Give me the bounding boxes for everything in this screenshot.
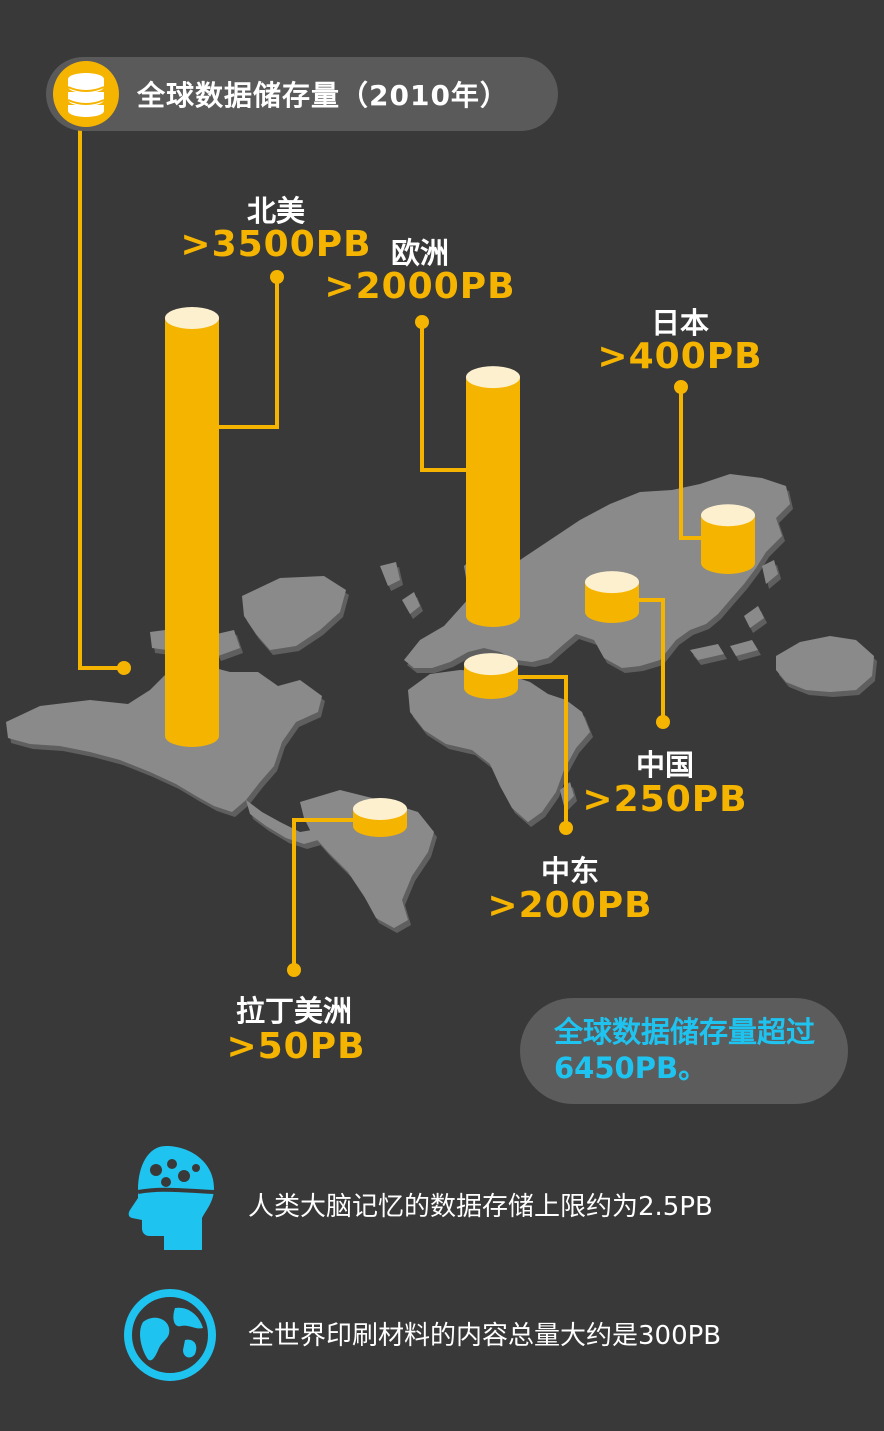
bar-2 (701, 504, 755, 574)
bar-5 (353, 798, 407, 837)
leader-line-4 (517, 675, 568, 828)
bar-4 (464, 653, 518, 699)
summary-box (520, 998, 848, 1104)
leader-lines (219, 277, 702, 970)
brain-head-icon (118, 1144, 218, 1258)
summary-text: 全球数据储存量超过6450PB。 (554, 1015, 816, 1085)
fact-brain: 人类大脑记忆的数据存储上限约为2.5PB (248, 1192, 713, 1222)
leader-dot-1 (415, 315, 429, 329)
title-leader-line (78, 120, 124, 670)
leader-line-5 (292, 818, 353, 970)
leader-dot-5 (287, 963, 301, 977)
region-label-4: 中东 (540, 854, 600, 888)
title-leader-dot (117, 661, 131, 675)
leader-line-1 (420, 322, 466, 472)
region-label-5: 拉丁美洲 (235, 994, 353, 1028)
leader-dot-2 (674, 380, 688, 394)
globe-icon (123, 1288, 217, 1386)
leader-dot-0 (270, 270, 284, 284)
region-value-3: >250PB (582, 779, 748, 820)
region-label-1: 欧洲 (390, 236, 450, 270)
leader-dot-4 (559, 821, 573, 835)
region-value-5: >50PB (226, 1026, 366, 1067)
page-title: 全球数据储存量（2010年） (137, 79, 509, 112)
leader-line-0 (219, 277, 279, 429)
region-label-3: 中国 (635, 748, 695, 782)
bar-3 (585, 571, 639, 623)
bar-0 (165, 307, 219, 747)
leader-line-3 (638, 598, 665, 722)
title-banner (46, 57, 558, 131)
fact-print: 全世界印刷材料的内容总量大约是300PB (248, 1321, 722, 1351)
region-label-2: 日本 (650, 306, 710, 340)
bars (165, 307, 755, 837)
region-value-1: >2000PB (324, 266, 516, 307)
region-value-4: >200PB (487, 885, 653, 926)
leader-dot-3 (656, 715, 670, 729)
leader-dots (270, 270, 688, 977)
leader-line-2 (679, 387, 702, 540)
region-value-0: >3500PB (180, 224, 372, 265)
bar-1 (466, 366, 520, 627)
region-label-0: 北美 (246, 194, 306, 228)
region-value-2: >400PB (597, 336, 763, 377)
database-icon (53, 61, 119, 127)
